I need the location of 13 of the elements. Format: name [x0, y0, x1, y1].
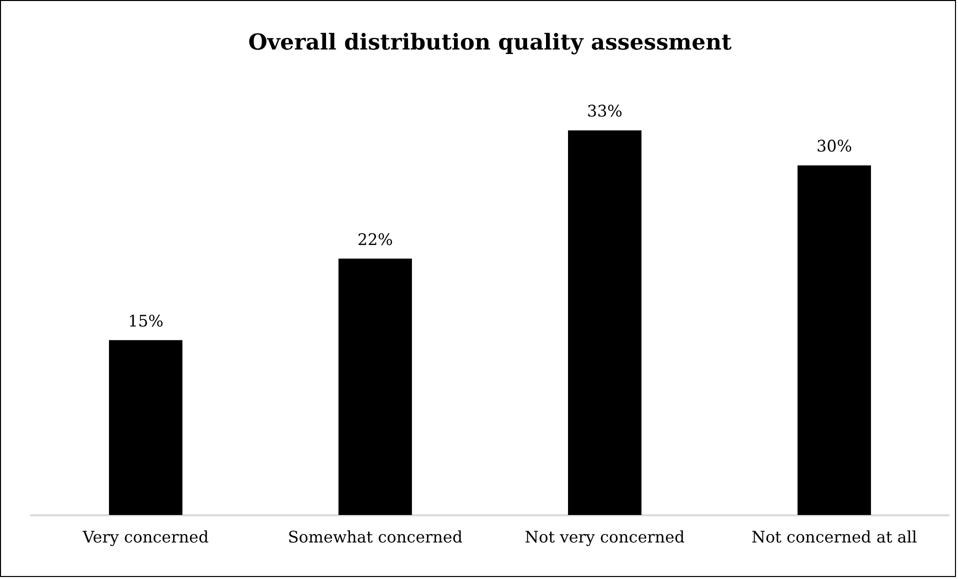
x-tick-label: Somewhat concerned: [288, 528, 463, 547]
data-label: 15%: [128, 311, 164, 330]
chart-title: Overall distribution quality assessment: [248, 30, 733, 56]
data-label: 30%: [816, 136, 852, 156]
data-label: 33%: [587, 102, 622, 121]
x-tick-label: Not concerned at all: [751, 528, 918, 547]
x-tick-label: Very concerned: [82, 528, 209, 547]
data-label: 22%: [357, 230, 393, 249]
bar: [108, 340, 182, 516]
bar: [568, 130, 642, 516]
bar: [798, 165, 871, 516]
bar: [338, 258, 412, 516]
x-tick-label: Not very concerned: [524, 528, 685, 547]
